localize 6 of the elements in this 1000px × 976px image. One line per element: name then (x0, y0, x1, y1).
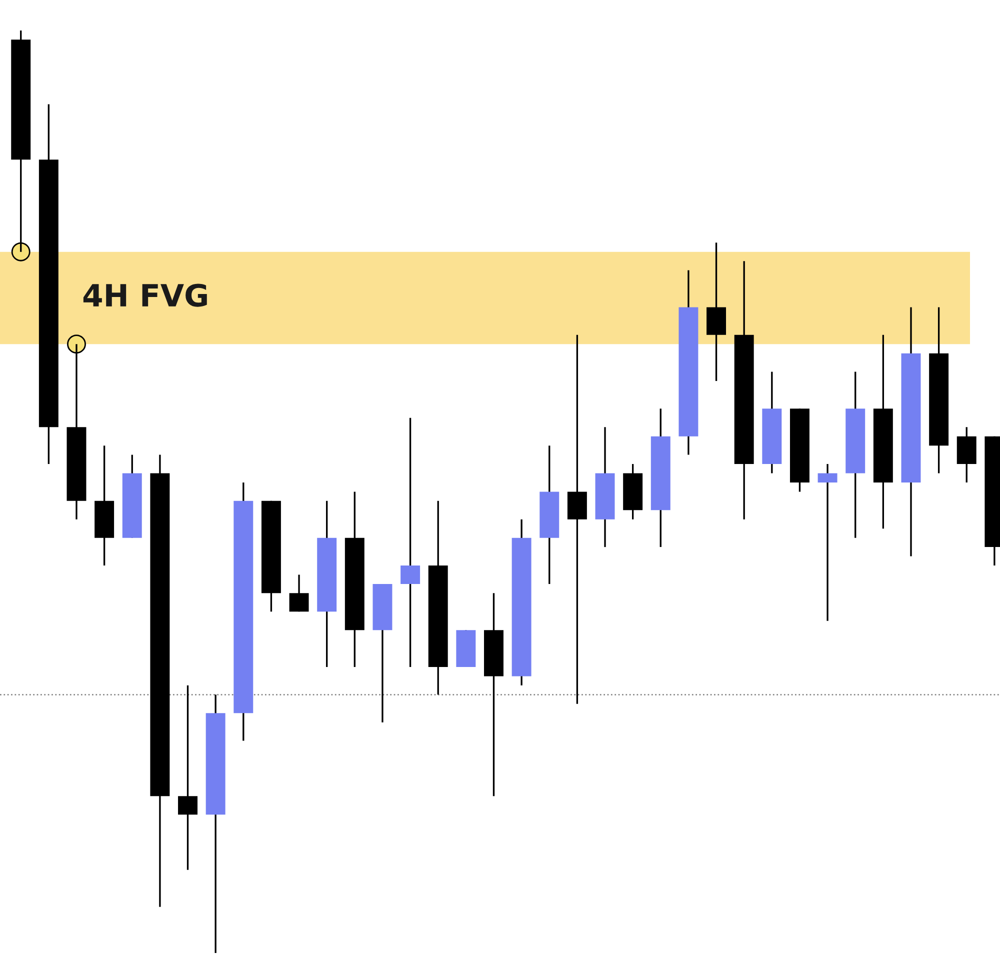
candlestick (818, 463, 838, 622)
candlestick (178, 684, 198, 871)
candlestick (567, 334, 587, 705)
candlestick (289, 574, 309, 612)
band-label: 4H FVG (83, 284, 207, 307)
candlestick (400, 417, 420, 668)
